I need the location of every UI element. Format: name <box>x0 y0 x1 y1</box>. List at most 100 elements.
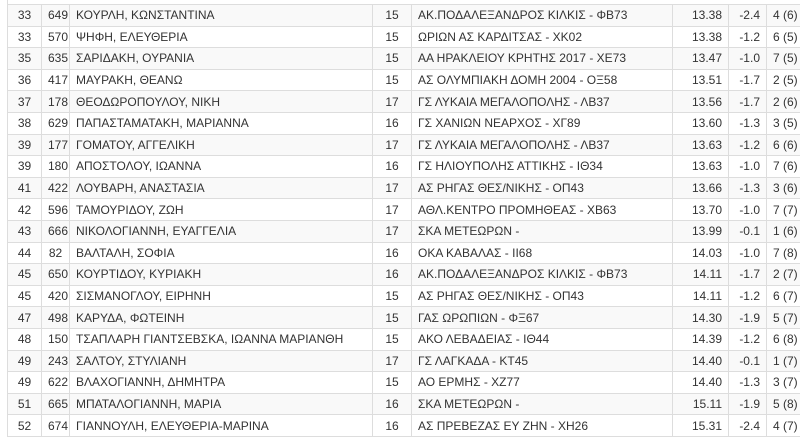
rank-cell: 45 <box>7 284 42 308</box>
results-table-body: 33 649 ΚΟΥΡΛΗ, ΚΩΝΣΤΑΝΤΙΝΑ 15 ΑΚ.ΠΟΔΑΛΕΞΑΝΔΡ… <box>7 4 800 437</box>
rank-cell: 36 <box>7 68 42 92</box>
bib-cell: 649 <box>41 4 70 27</box>
rank-cell: 38 <box>7 111 42 135</box>
time-cell: 14.40 <box>672 349 729 373</box>
age-cell: 16 <box>372 392 412 416</box>
wind-cell: -2.4 <box>728 414 767 437</box>
heat-place-cell: 2 (7) <box>766 263 800 286</box>
time-cell: 14.11 <box>672 263 729 286</box>
heat-place-cell: 7 (7) <box>766 198 800 221</box>
table-row: 49 622 ΒΛΑΧΟΓΙΑΝΝΗ, ΔΗΜΗΤΡΑ 15 ΑΟ ΕΡΜΗΣ - ΧΖ… <box>7 371 800 394</box>
heat-place-cell: 2 (5) <box>766 68 800 92</box>
time-cell: 14.11 <box>672 284 729 308</box>
bib-cell: 420 <box>41 284 70 308</box>
heat-place-cell: 4 (7) <box>766 414 800 437</box>
table-row: 39 177 ΓΟΜΑΤΟΥ, ΑΓΓΕΛΙΚΗ 17 ΓΣ ΛΥΚΑΙΑ ΜΕΓΑΛΟ… <box>7 133 800 157</box>
club-cell: ΑΚ.ΠΟΔΑΛΕΞΑΝΔΡΟΣ ΚΙΛΚΙΣ - ΦΒ73 <box>411 4 673 27</box>
club-cell: ΓΣ ΛΑΓΚΑΔΑ - ΚΤ45 <box>411 349 673 373</box>
wind-cell: -0.1 <box>728 349 767 373</box>
athlete-name-cell: ΓΙΑΝΝΟΥΛΗ, ΕΛΕΥΘΕΡΙΑ-ΜΑΡΙΝΑ <box>69 414 373 437</box>
rank-cell: 44 <box>7 241 42 265</box>
heat-place-cell: 6 (6) <box>766 133 800 157</box>
age-cell: 16 <box>372 414 412 437</box>
table-row: 44 82 ΒΑΛΤΑΛΗ, ΣΟΦΙΑ 16 ΟΚΑ ΚΑΒΑΛΑΣ - ΙΙ68 14… <box>7 241 800 265</box>
heat-place-cell: 7 (5) <box>766 47 800 70</box>
wind-cell: -1.9 <box>728 306 767 329</box>
athlete-name-cell: ΣΙΣΜΑΝΟΓΛΟΥ, ΕΙΡΗΝΗ <box>69 284 373 308</box>
table-row: 41 422 ΛΟΥΒΑΡΗ, ΑΝΑΣΤΑΣΙΑ 17 ΑΣ ΡΗΓΑΣ ΘΕΣ/ΝΙ… <box>7 176 800 200</box>
wind-cell: -1.0 <box>728 155 767 178</box>
time-cell: 13.38 <box>672 25 729 49</box>
wind-cell: -1.2 <box>728 284 767 308</box>
rank-cell: 49 <box>7 371 42 394</box>
time-cell: 14.39 <box>672 327 729 351</box>
athlete-name-cell: ΜΠΑΤΑΛΟΓΙΑΝΝΗ, ΜΑΡΙΑ <box>69 392 373 416</box>
rank-cell: 35 <box>7 47 42 70</box>
age-cell: 15 <box>372 25 412 49</box>
wind-cell: -1.3 <box>728 176 767 200</box>
results-table: 33 649 ΚΟΥΡΛΗ, ΚΩΝΣΤΑΝΤΙΝΑ 15 ΑΚ.ΠΟΔΑΛΕΞΑΝΔΡ… <box>7 4 800 437</box>
age-cell: 17 <box>372 349 412 373</box>
time-cell: 15.11 <box>672 392 729 416</box>
wind-cell: -1.0 <box>728 47 767 70</box>
athlete-name-cell: ΒΑΛΤΑΛΗ, ΣΟΦΙΑ <box>69 241 373 265</box>
table-row: 39 180 ΑΠΟΣΤΟΛΟΥ, ΙΩΑΝΝΑ 16 ΓΣ ΗΛΙΟΥΠΟΛΗΣ ΑΤ… <box>7 155 800 178</box>
bib-cell: 422 <box>41 176 70 200</box>
wind-cell: -1.2 <box>728 327 767 351</box>
table-row: 42 596 ΤΑΜΟΥΡΙΔΟΥ, ΖΩΗ 17 ΑΘΛ.ΚΕΝΤΡΟ ΠΡΟΜΗΘΕ… <box>7 198 800 221</box>
bib-cell: 666 <box>41 219 70 243</box>
heat-place-cell: 3 (5) <box>766 111 800 135</box>
athlete-name-cell: ΣΑΛΤΟΥ, ΣΤΥΛΙΑΝΗ <box>69 349 373 373</box>
bib-cell: 82 <box>41 241 70 265</box>
age-cell: 16 <box>372 111 412 135</box>
bib-cell: 180 <box>41 155 70 178</box>
rank-cell: 52 <box>7 414 42 437</box>
athlete-name-cell: ΜΑΥΡΑΚΗ, ΘΕΑΝΩ <box>69 68 373 92</box>
age-cell: 16 <box>372 241 412 265</box>
rank-cell: 39 <box>7 133 42 157</box>
heat-place-cell: 1 (6) <box>766 219 800 243</box>
rank-cell: 47 <box>7 306 42 329</box>
age-cell: 17 <box>372 90 412 113</box>
age-cell: 17 <box>372 219 412 243</box>
table-row: 51 665 ΜΠΑΤΑΛΟΓΙΑΝΝΗ, ΜΑΡΙΑ 16 ΣΚΑ ΜΕΤΕΩΡΩΝ … <box>7 392 800 416</box>
heat-place-cell: 6 (7) <box>766 284 800 308</box>
time-cell: 14.03 <box>672 241 729 265</box>
rank-cell: 43 <box>7 219 42 243</box>
table-row: 38 629 ΠΑΠΑΣΤΑΜΑΤΑΚΗ, ΜΑΡΙΑΝΝΑ 16 ΓΣ ΧΑΝΙΩΝ … <box>7 111 800 135</box>
time-cell: 13.47 <box>672 47 729 70</box>
bib-cell: 635 <box>41 47 70 70</box>
athlete-name-cell: ΚΟΥΡΛΗ, ΚΩΝΣΤΑΝΤΙΝΑ <box>69 4 373 27</box>
time-cell: 14.40 <box>672 371 729 394</box>
wind-cell: -0.1 <box>728 219 767 243</box>
age-cell: 17 <box>372 133 412 157</box>
table-row: 33 570 ΨΗΦΗ, ΕΛΕΥΘΕΡΙΑ 15 ΩΡΙΩΝ ΑΣ ΚΑΡΔΙΤΣΑΣ… <box>7 25 800 49</box>
table-row: 49 243 ΣΑΛΤΟΥ, ΣΤΥΛΙΑΝΗ 17 ΓΣ ΛΑΓΚΑΔΑ - ΚΤ45… <box>7 349 800 373</box>
rank-cell: 41 <box>7 176 42 200</box>
rank-cell: 45 <box>7 263 42 286</box>
bib-cell: 498 <box>41 306 70 329</box>
club-cell: ΩΡΙΩΝ ΑΣ ΚΑΡΔΙΤΣΑΣ - ΧΚ02 <box>411 25 673 49</box>
age-cell: 15 <box>372 327 412 351</box>
club-cell: ΑΣ ΠΡΕΒΕΖΑΣ ΕΥ ΖΗΝ - ΧΗ26 <box>411 414 673 437</box>
rank-cell: 48 <box>7 327 42 351</box>
wind-cell: -1.7 <box>728 263 767 286</box>
club-cell: ΓΑΣ ΩΡΩΠΙΩΝ - ΦΞ67 <box>411 306 673 329</box>
heat-place-cell: 2 (6) <box>766 90 800 113</box>
heat-place-cell: 1 (7) <box>766 349 800 373</box>
bib-cell: 665 <box>41 392 70 416</box>
club-cell: ΑΑ ΗΡΑΚΛΕΙΟΥ ΚΡΗΤΗΣ 2017 - ΧΕ73 <box>411 47 673 70</box>
wind-cell: -1.2 <box>728 25 767 49</box>
table-row: 48 150 ΤΣΑΠΛΑΡΗ ΓΙΑΝΤΣΕΒΣΚΑ, ΙΩΑΝΝΑ ΜΑΡΙΑΝ… <box>7 327 800 351</box>
time-cell: 13.60 <box>672 111 729 135</box>
rank-cell: 37 <box>7 90 42 113</box>
table-row: 47 498 ΚΑΡΥΔΑ, ΦΩΤΕΙΝΗ 15 ΓΑΣ ΩΡΩΠΙΩΝ - ΦΞ67… <box>7 306 800 329</box>
club-cell: ΓΣ ΗΛΙΟΥΠΟΛΗΣ ΑΤΤΙΚΗΣ - ΙΘ34 <box>411 155 673 178</box>
athlete-name-cell: ΤΑΜΟΥΡΙΔΟΥ, ΖΩΗ <box>69 198 373 221</box>
time-cell: 13.56 <box>672 90 729 113</box>
table-row: 45 650 ΚΟΥΡΤΙΔΟΥ, ΚΥΡΙΑΚΗ 16 ΑΚ.ΠΟΔΑΛΕΞΑΝΔΡΟ… <box>7 263 800 286</box>
bib-cell: 150 <box>41 327 70 351</box>
bib-cell: 570 <box>41 25 70 49</box>
rank-cell: 51 <box>7 392 42 416</box>
athlete-name-cell: ΑΠΟΣΤΟΛΟΥ, ΙΩΑΝΝΑ <box>69 155 373 178</box>
